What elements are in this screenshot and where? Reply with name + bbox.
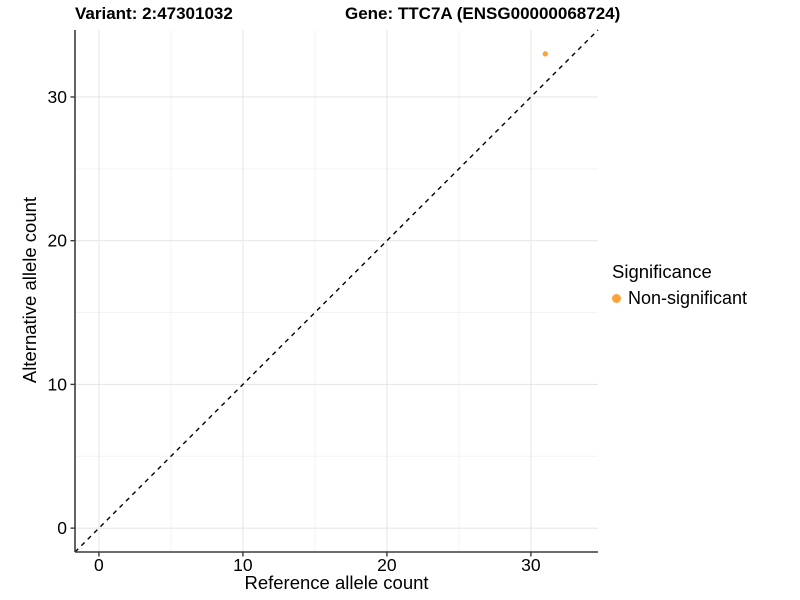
y-tick-label: 0 [57, 518, 67, 538]
x-axis-title: Reference allele count [244, 572, 429, 593]
plot-title-variant: Variant: 2:47301032 [75, 4, 233, 23]
y-tick-label: 10 [48, 374, 68, 394]
y-tick-label: 30 [48, 87, 68, 107]
x-tick-label: 10 [233, 555, 253, 575]
legend-item-label: Non-significant [628, 288, 748, 308]
legend-item: Non-significant [612, 288, 747, 309]
legend: Significance Non-significant [612, 261, 747, 309]
x-tick-label: 30 [521, 555, 541, 575]
x-tick-label: 0 [94, 555, 104, 575]
plot-title-gene: Gene: TTC7A (ENSG00000068724) [345, 4, 621, 23]
identity-reference-line [74, 29, 599, 553]
y-tick-label: 20 [48, 231, 68, 251]
legend-title: Significance [612, 261, 712, 282]
y-axis-title: Alternative allele count [19, 196, 40, 384]
data-point [542, 51, 548, 57]
legend-point-icon [612, 294, 621, 303]
x-tick-label: 20 [377, 555, 397, 575]
